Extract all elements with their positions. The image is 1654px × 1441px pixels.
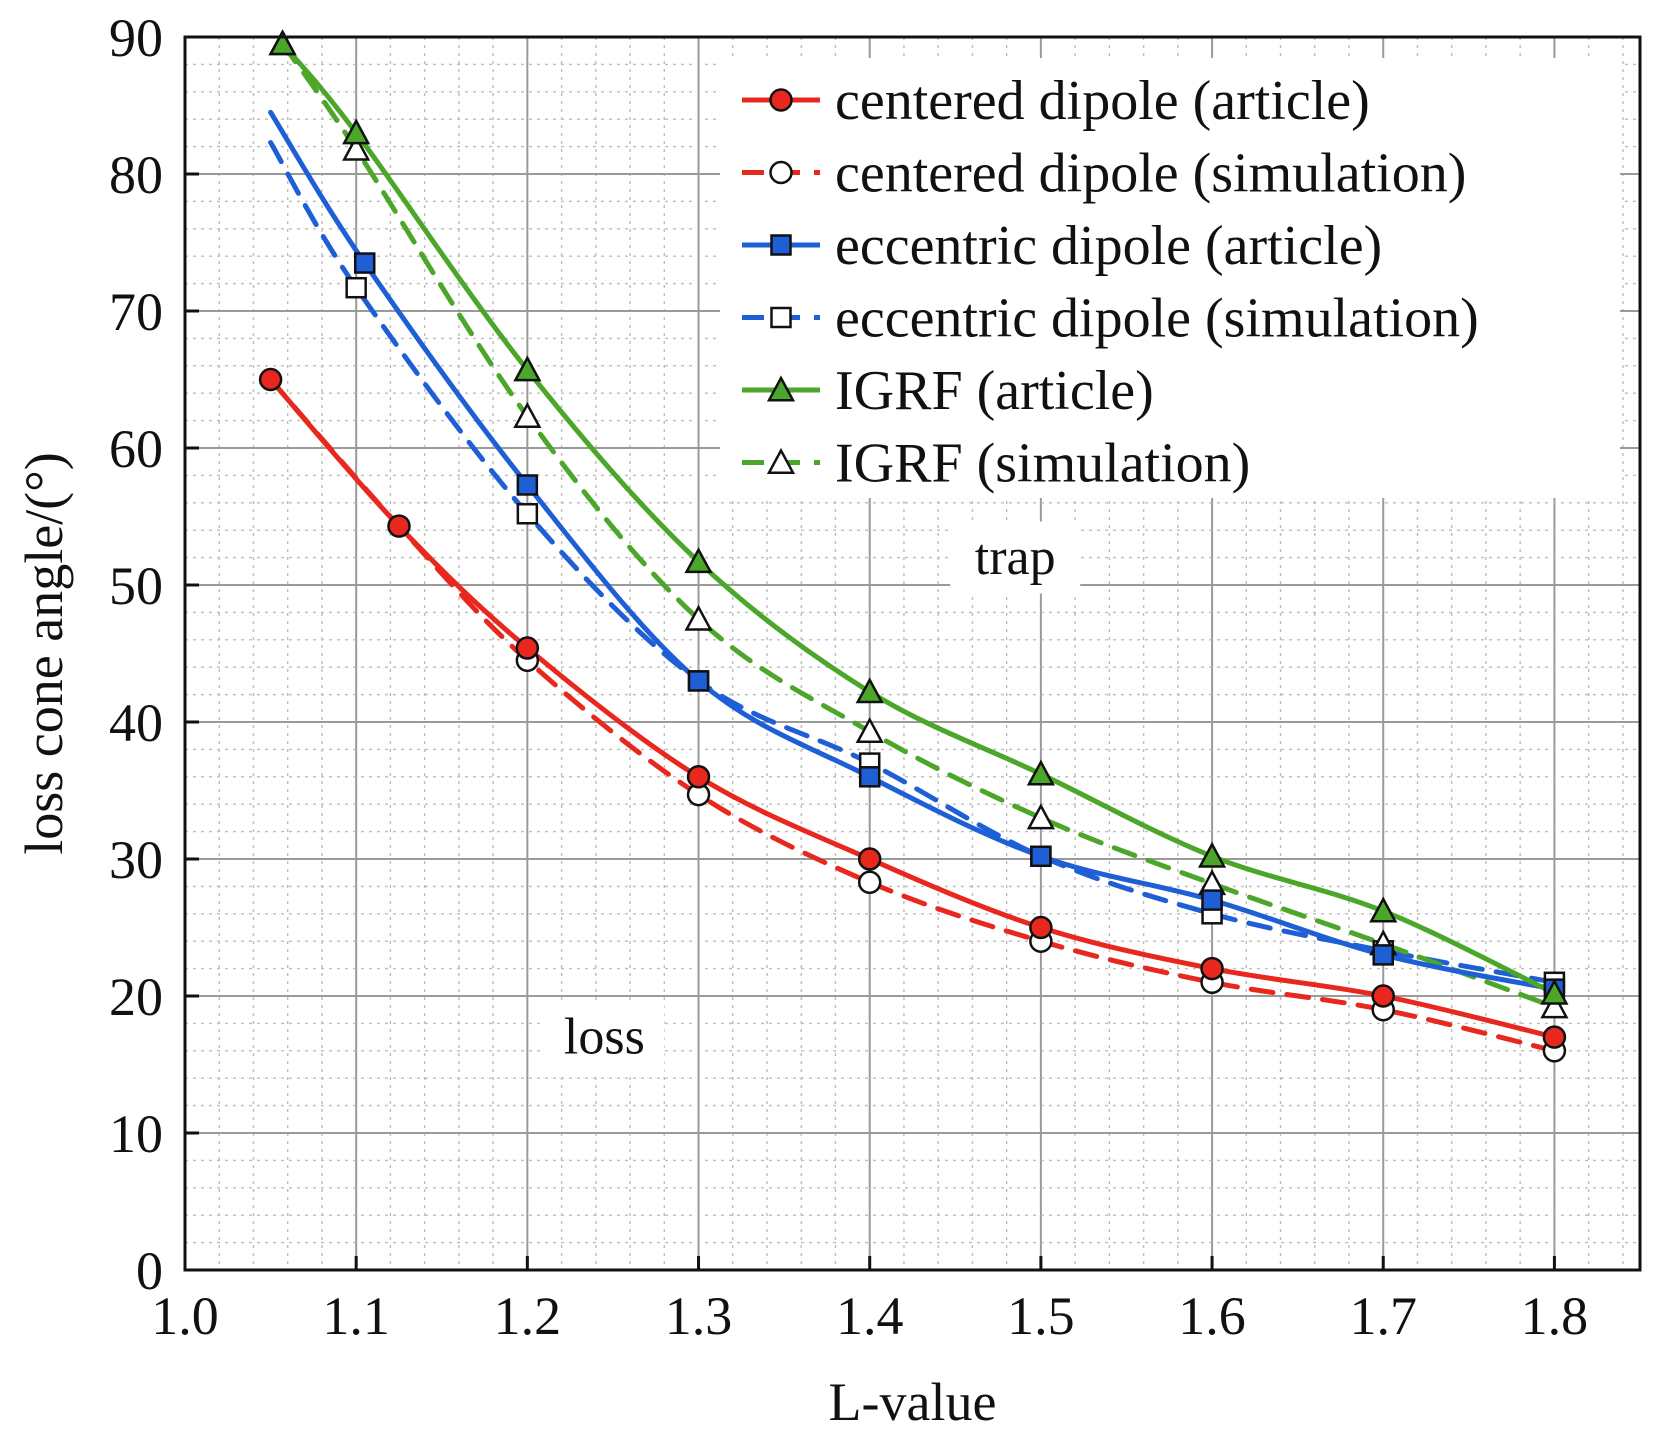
igrf-article-point	[1197, 841, 1227, 868]
centered-dipole-article-point	[387, 514, 411, 538]
trap-label: trap	[975, 529, 1056, 586]
legend-marker-eccentric-dipole-article	[770, 234, 792, 256]
igrf-article-point	[513, 355, 542, 382]
eccentric-dipole-article-point	[1372, 944, 1394, 966]
eccentric-dipole-article-point	[353, 252, 376, 274]
centered-dipole-article-point	[857, 847, 882, 871]
y-tick-label: 60	[109, 419, 163, 479]
eccentric-dipole-article-point	[687, 670, 710, 692]
legend-label-centered-dipole-article: centered dipole (article)	[835, 70, 1370, 132]
igrf-simulation-point	[513, 401, 542, 428]
ticks: 1.0 1.1 1.2 1.3 1.4 1.5 1.6 1.7 1.8 0 10 20 30 40 50 60…	[109, 8, 1588, 1346]
legend-label-eccentric-dipole-article: eccentric dipole (article)	[835, 215, 1382, 277]
centered-dipole-article-point	[1542, 1025, 1567, 1049]
legend-marker-centered-dipole-article	[769, 88, 793, 112]
x-tick-label: 1.5	[1007, 1286, 1075, 1346]
x-tick-label: 1.2	[494, 1286, 562, 1346]
y-tick-label: 50	[109, 556, 163, 616]
legend-background	[720, 58, 1620, 498]
centered-dipole-article-point	[1371, 984, 1395, 1008]
centered-dipole-simulation-point	[857, 870, 882, 895]
centered-dipole-article-point	[1200, 956, 1224, 981]
igrf-simulation-point	[855, 716, 884, 744]
eccentric-dipole-article-point	[1030, 845, 1052, 868]
y-tick-label: 40	[109, 693, 163, 753]
y-tick-label: 90	[109, 8, 163, 68]
igrf-article-point	[855, 677, 884, 704]
igrf-simulation-point	[342, 134, 371, 161]
igrf-simulation-line	[280, 41, 1557, 1010]
eccentric-dipole-article-point	[516, 474, 539, 496]
eccentric-dipole-simulation-point	[345, 276, 367, 299]
centered-dipole-article-point	[515, 636, 540, 660]
x-tick-label: 1.0	[151, 1286, 219, 1346]
x-tick-label: 1.4	[836, 1286, 904, 1346]
grid	[185, 37, 1640, 1270]
centered-dipole-article-point	[258, 367, 283, 392]
igrf-article-point	[342, 118, 371, 145]
centered-dipole-article-point	[686, 765, 711, 789]
igrf-article-point	[1026, 759, 1055, 786]
x-axis-label: L-value	[829, 1372, 997, 1432]
plot-frame	[183, 35, 1642, 1272]
x-tick-label: 1.6	[1178, 1286, 1246, 1346]
y-tick-label: 70	[109, 282, 163, 342]
legend-marker-igrf-article	[766, 375, 796, 402]
y-tick-label: 80	[109, 145, 163, 205]
igrf-article-point	[1540, 978, 1569, 1005]
igrf-article-point	[684, 547, 713, 574]
eccentric-dipole-article-line	[268, 109, 1557, 992]
eccentric-dipole-article-point	[1201, 889, 1223, 911]
y-tick-label: 30	[109, 830, 163, 890]
trap-label-background	[950, 521, 1081, 594]
x-tick-label: 1.8	[1521, 1286, 1589, 1346]
igrf-simulation-point	[1540, 992, 1569, 1019]
loss-label-background	[544, 1001, 665, 1074]
loss-label: loss	[564, 1009, 645, 1066]
centered-dipole-article-point	[1029, 915, 1053, 940]
legend-marker-eccentric-dipole-simulation	[770, 306, 792, 329]
legend-label-igrf-article: IGRF (article)	[835, 360, 1154, 422]
y-tick-label: 10	[109, 1104, 163, 1164]
x-tick-label: 1.7	[1349, 1286, 1417, 1346]
x-tick-label: 1.3	[665, 1286, 733, 1346]
igrf-simulation-point	[684, 604, 713, 631]
legend-label-igrf-simulation: IGRF (simulation)	[835, 433, 1250, 495]
legend-label-eccentric-dipole-simulation: eccentric dipole (simulation)	[835, 288, 1479, 350]
y-tick-label: 20	[109, 967, 163, 1027]
annotations: trap loss	[544, 521, 1081, 1074]
x-tick-label: 1.1	[322, 1286, 390, 1346]
legend-marker-igrf-simulation	[766, 447, 796, 474]
y-tick-label: 0	[136, 1241, 163, 1301]
series-layer	[258, 29, 1569, 1063]
igrf-article-point	[268, 29, 297, 56]
igrf-article-line	[280, 41, 1557, 996]
eccentric-dipole-simulation-point	[516, 503, 539, 525]
legend-label-centered-dipole-simulation: centered dipole (simulation)	[835, 143, 1466, 205]
legend-marker-centered-dipole-simulation	[769, 160, 793, 185]
igrf-simulation-point	[1026, 803, 1055, 830]
y-axis-label: loss cone angle/(°)	[14, 452, 74, 854]
eccentric-dipole-article-point	[858, 766, 881, 788]
legend: centered dipole (article) centered dipole…	[720, 58, 1620, 498]
igrf-article-point	[1369, 896, 1398, 923]
